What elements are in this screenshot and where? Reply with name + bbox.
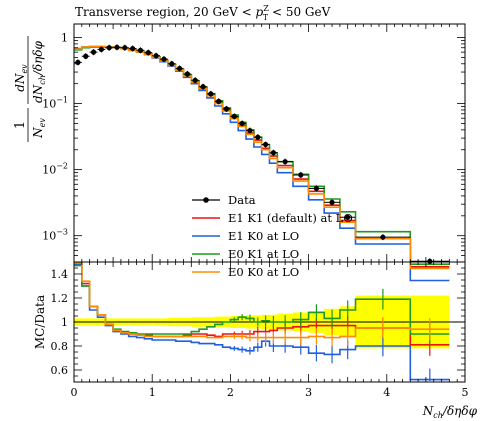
y-tick-label: 10−2 [42,162,68,177]
legend: Data E1 K1 (default) at LO E1 K0 at LO E… [192,193,353,279]
x-tick-label: 0 [71,386,78,399]
data-point [329,199,335,205]
data-point [282,159,288,165]
ratio-y-tick-label: 0.8 [51,340,69,353]
legend-label-data: Data [228,193,256,207]
y-axis-label: 1 Nev dNev dNch/δηδφ [13,36,47,142]
data-point [270,150,277,156]
svg-text:Nev: Nev [31,118,47,139]
svg-text:dNch/δηδφ: dNch/δηδφ [31,40,47,103]
legend-label-e1k0: E1 K0 at LO [228,229,299,243]
data-point [380,234,386,240]
data-point [106,45,112,51]
y-tick-label: 10−3 [42,228,68,243]
legend-label-e0k0: E0 K0 at LO [228,265,299,279]
y-tick-label: 10−1 [42,96,68,111]
svg-text:dNev: dNev [13,64,29,92]
ratio-y-tick-label: 0.6 [51,364,69,377]
data-point [223,106,230,112]
data-point [153,53,159,59]
data-point [90,49,97,55]
legend-item-e0k1: E0 K1 at LO [192,247,299,261]
svg-text:1: 1 [13,121,28,129]
data-point [231,113,237,119]
data-point [427,258,433,264]
legend-item-data: Data [192,193,256,207]
data-point [345,214,351,220]
x-tick-label: 3 [305,386,312,399]
x-tick-label: 2 [227,386,234,399]
mc-histogram-series-3 [74,45,450,270]
data-point [130,45,136,52]
data-point [83,53,89,59]
data-point [114,44,120,50]
data-point [161,56,167,62]
ratio-histogram-series-3 [74,262,450,339]
data-point [169,61,175,67]
x-tick-label: 4 [383,386,390,399]
ratio-panel: 0 1 2 3 4 5 0.6 0.8 1 1.2 1.4 [51,261,469,399]
legend-item-e0k0: E0 K0 at LO [192,265,299,279]
x-tick-label: 5 [462,386,469,399]
legend-label-e0k1: E0 K1 at LO [228,247,299,261]
legend-item-e1k1: E1 K1 (default) at LO [192,211,353,225]
data-point [145,50,151,56]
data-point [239,120,245,127]
y-tick-label: 1 [61,31,68,44]
data-point [184,71,190,77]
ratio-y-tick-label: 1 [61,316,68,329]
data-point [192,77,198,83]
data-point [313,185,320,191]
chart-title: Transverse region, 20 GeV < pZ T < 50 GeV [75,4,331,22]
x-tick-label: 1 [149,386,156,399]
data-point [137,47,144,53]
data-point [122,45,128,51]
legend-label-e1k1: E1 K1 (default) at LO [228,211,353,225]
data-point [298,172,304,178]
data-point [75,59,81,65]
ratio-y-tick-label: 1.2 [51,292,69,305]
ratio-y-axis-label: MC/Data [33,295,47,349]
legend-item-e1k0: E1 K0 at LO [192,229,299,243]
data-point [247,127,253,134]
x-axis-label: Nch/δηδφ [422,404,478,420]
data-point [98,46,104,53]
data-point [208,91,214,97]
ratio-histogram-series-1 [74,263,450,381]
ratio-y-tick-label: 1.4 [51,268,69,281]
data-point [176,65,183,72]
data-point [255,134,261,140]
data-point [216,98,222,104]
data-point [200,84,206,90]
data-point [262,141,269,148]
